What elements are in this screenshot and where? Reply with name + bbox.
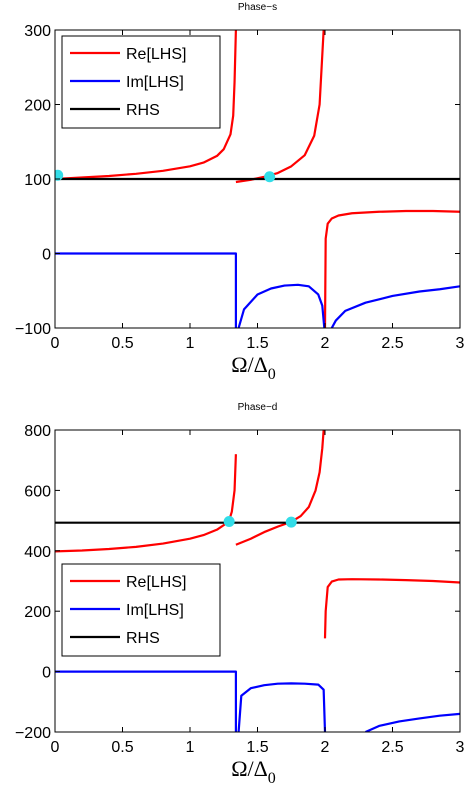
chart1-plot-area	[55, 30, 460, 328]
chart2-y-tick-label: 600	[24, 483, 51, 500]
chart1-y-tick-label: 200	[24, 98, 51, 115]
chart2-intersection-marker	[285, 516, 297, 528]
chart2-y-tick-label: −200	[15, 725, 51, 742]
chart2-y-tick-label: 0	[42, 665, 51, 682]
chart1-series-im-lhs-line	[55, 252, 237, 328]
chart1-title: Phase−s	[238, 2, 277, 13]
chart1-y-tick-label: 0	[42, 247, 51, 264]
chart2-x-tick-label: 1.5	[246, 739, 268, 756]
chart1-legend: Re[LHS] Im[LHS] RHS	[61, 35, 221, 129]
chart2-panel: Phase−d0 0.5 1 1.5 2 2.5 3−2000200400600800Ω/Δ…	[15, 402, 465, 787]
chart1-panel: Phase−s0 0.5 1 1.5 2 2.5 3−1000100200300Ω/Δ0Re…	[15, 2, 465, 383]
chart1-x-axis-label: Ω/Δ0	[231, 352, 276, 383]
chart2-legend-label: RHS	[126, 630, 160, 647]
chart1-series-re-lhs-line	[323, 209, 460, 328]
chart2-x-axis-label: Ω/Δ0	[231, 756, 276, 787]
chart1-legend-label: Im[LHS]	[126, 74, 184, 91]
chart1-intersection-marker	[264, 171, 276, 183]
chart2-intersection-marker	[223, 516, 235, 528]
chart1-series-im-lhs-line	[330, 285, 460, 328]
chart2-series-re-lhs-line	[55, 454, 237, 553]
chart2-x-axis-label-subscript: 0	[268, 770, 276, 787]
chart1-y-tick-label: 300	[24, 23, 51, 40]
chart1-x-tick-label: 0	[51, 335, 60, 352]
chart2-y-tick-label: 800	[24, 423, 51, 440]
chart1-x-tick-label: 1	[186, 335, 195, 352]
chart1-legend-label: Re[LHS]	[126, 46, 186, 63]
chart1-legend-label: RHS	[126, 102, 160, 119]
chart2-legend: Re[LHS] Im[LHS] RHS	[61, 563, 221, 657]
chart2-x-tick-label: 2	[321, 739, 330, 756]
chart2-x-tick-label: 1	[186, 739, 195, 756]
chart2-series-re-lhs-line	[235, 430, 325, 546]
chart1-x-tick-label: 2.5	[381, 335, 403, 352]
chart2-title: Phase−d	[238, 402, 278, 413]
chart1-series-re-lhs-line	[235, 30, 325, 184]
chart2-x-tick-label: 0	[51, 739, 60, 756]
chart1-x-tick-label: 2	[321, 335, 330, 352]
chart1-x-tick-label: 1.5	[246, 335, 268, 352]
chart2-series-im-lhs-line	[365, 712, 460, 732]
chart2-x-tick-label: 3	[456, 739, 465, 756]
chart1-intersection-marker	[55, 169, 64, 181]
chart2-series-im-lhs-line	[55, 670, 237, 732]
chart1-x-tick-label: 3	[456, 335, 465, 352]
chart2-legend-label: Re[LHS]	[126, 574, 186, 591]
chart1-series-re-lhs-line	[55, 30, 237, 181]
chart1-x-tick-label: 0.5	[111, 335, 133, 352]
chart1-y-tick-label: 100	[24, 172, 51, 189]
chart2-plot-area	[55, 430, 460, 732]
chart1-x-axis-label-subscript: 0	[268, 366, 276, 383]
chart1-y-tick-label: −100	[15, 321, 51, 338]
chart2-x-tick-label: 0.5	[111, 739, 133, 756]
chart1-series-im-lhs-line	[237, 283, 326, 328]
chart2-series-im-lhs-line	[237, 682, 327, 732]
chart2-y-tick-label: 200	[24, 604, 51, 621]
chart2-y-tick-label: 400	[24, 544, 51, 561]
chart2-series-re-lhs-line	[323, 578, 460, 639]
chart2-x-tick-label: 2.5	[381, 739, 403, 756]
chart2-legend-label: Im[LHS]	[126, 602, 184, 619]
